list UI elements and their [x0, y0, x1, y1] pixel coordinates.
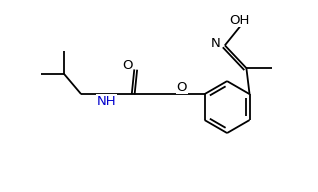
Text: O: O: [176, 81, 187, 94]
Text: O: O: [122, 59, 133, 72]
Text: NH: NH: [97, 95, 116, 108]
Text: OH: OH: [229, 13, 249, 26]
Text: N: N: [211, 37, 221, 50]
